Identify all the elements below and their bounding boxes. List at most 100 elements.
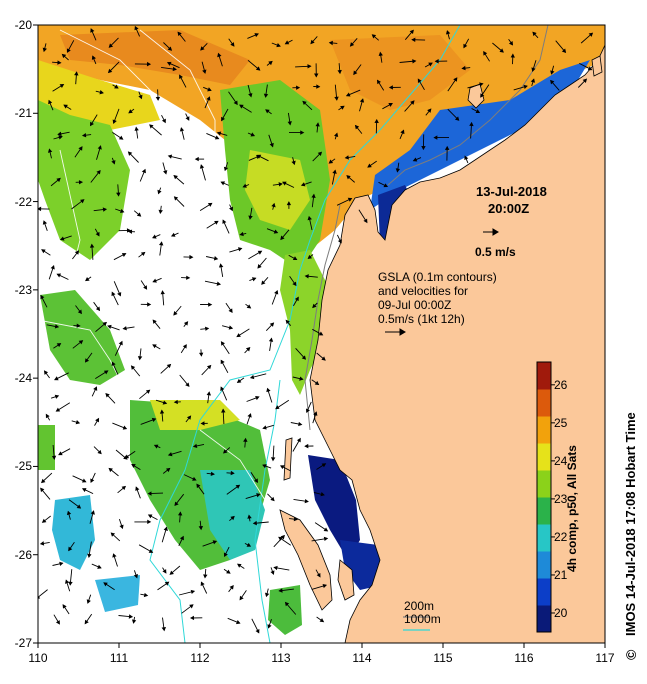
velocity-arrow (399, 129, 405, 140)
velocity-arrow (316, 352, 326, 361)
velocity-arrow (249, 373, 267, 380)
velocity-arrow (180, 344, 187, 354)
velocity-arrow (367, 160, 377, 168)
velocity-arrow (447, 108, 460, 121)
x-tick-label: 113 (271, 651, 291, 665)
velocity-arrow (315, 569, 321, 578)
velocity-arrow (311, 584, 328, 590)
velocity-arrow (220, 359, 229, 374)
velocity-arrow (204, 280, 222, 286)
velocity-arrow (236, 328, 250, 338)
velocity-arrow (226, 484, 241, 495)
velocity-arrow (45, 413, 51, 421)
velocity-arrow (349, 38, 358, 47)
velocity-arrow (295, 64, 312, 69)
velocity-arrow (316, 463, 327, 470)
velocity-arrow (242, 183, 250, 188)
sst-yellow-mid (245, 150, 310, 230)
velocity-arrow (133, 570, 138, 579)
velocity-arrow (267, 619, 272, 629)
velocity-arrow (376, 79, 385, 91)
scale-arrow-label: 0.5 m/s (475, 245, 516, 259)
velocity-arrow (378, 181, 389, 188)
velocity-arrow (531, 60, 537, 73)
velocity-arrow (293, 498, 309, 504)
velocity-arrow (161, 114, 166, 124)
velocity-arrow (91, 563, 102, 569)
colorbar-tick-label: 25 (554, 415, 568, 430)
velocity-arrow (68, 499, 82, 509)
velocity-arrow (382, 103, 393, 110)
velocity-arrow (344, 155, 356, 160)
velocity-arrow (183, 254, 194, 260)
velocity-arrow (273, 565, 290, 571)
velocity-arrow (84, 352, 93, 363)
velocity-arrow (127, 151, 139, 163)
velocity-arrow (112, 84, 119, 89)
velocity-arrow (306, 401, 312, 414)
velocity-arrow (54, 372, 69, 381)
velocity-arrow (181, 604, 194, 614)
velocity-arrow (52, 561, 64, 567)
velocity-arrow (463, 38, 470, 49)
velocity-arrow (247, 84, 253, 98)
velocity-arrow (225, 302, 233, 313)
velocity-arrow (510, 53, 515, 65)
velocity-arrow (117, 485, 127, 494)
colorbar-tick-label: 20 (554, 605, 568, 620)
velocity-arrow (288, 254, 298, 261)
velocity-arrow (278, 588, 294, 593)
velocity-arrow (229, 515, 235, 522)
velocity-arrow (131, 464, 141, 470)
velocity-arrow (113, 253, 127, 261)
x-tick-label: 116 (514, 651, 534, 665)
velocity-arrow (471, 108, 481, 113)
velocity-arrow (73, 323, 81, 328)
land-peninsula-shark-bay (279, 509, 333, 611)
velocity-arrow (434, 59, 448, 64)
velocity-arrow (221, 108, 229, 122)
velocity-arrow (236, 377, 245, 383)
velocity-arrow (93, 446, 102, 455)
velocity-arrow (399, 59, 417, 64)
velocity-arrow (162, 467, 171, 474)
velocity-arrow (388, 85, 401, 90)
copyright-symbol: © (623, 649, 639, 660)
velocity-arrow (74, 71, 79, 85)
velocity-arrow (334, 84, 339, 101)
velocity-arrow (378, 51, 383, 63)
velocity-arrow (40, 294, 48, 308)
sst-cyan-south (200, 470, 265, 560)
velocity-arrow (304, 274, 318, 279)
velocity-arrow (229, 204, 233, 212)
colorbar-title: 4h comp, p50, All Sats (565, 445, 579, 572)
velocity-arrow (288, 130, 305, 135)
velocity-arrow (508, 39, 514, 46)
velocity-arrow (244, 542, 252, 547)
velocity-arrow (289, 276, 297, 287)
velocity-arrow (42, 43, 47, 53)
velocity-arrow (159, 409, 165, 422)
imos-credit: IMOS 14-Jul-2018 17:08 Hobart Time (623, 412, 638, 636)
velocity-arrow (115, 208, 125, 213)
x-tick-label: 115 (433, 651, 453, 665)
velocity-arrow (167, 450, 182, 457)
velocity-arrow (41, 249, 51, 256)
velocity-arrow (246, 413, 252, 425)
velocity-arrow (331, 169, 337, 185)
velocity-arrow (284, 601, 297, 615)
velocity-arrow (239, 590, 247, 601)
gsla-line-2: and velocities for (378, 284, 469, 298)
velocity-arrow (95, 90, 104, 95)
velocity-arrow (199, 349, 204, 357)
velocity-arrow (61, 53, 69, 61)
velocity-arrow (111, 157, 116, 165)
velocity-arrow (311, 193, 316, 208)
velocity-arrow (424, 62, 433, 68)
velocity-arrow (315, 122, 320, 133)
velocity-arrow (291, 157, 296, 166)
velocity-arrow (532, 31, 539, 39)
velocity-arrow (84, 613, 93, 625)
velocity-arrow (206, 132, 220, 140)
velocity-arrow (75, 180, 84, 185)
